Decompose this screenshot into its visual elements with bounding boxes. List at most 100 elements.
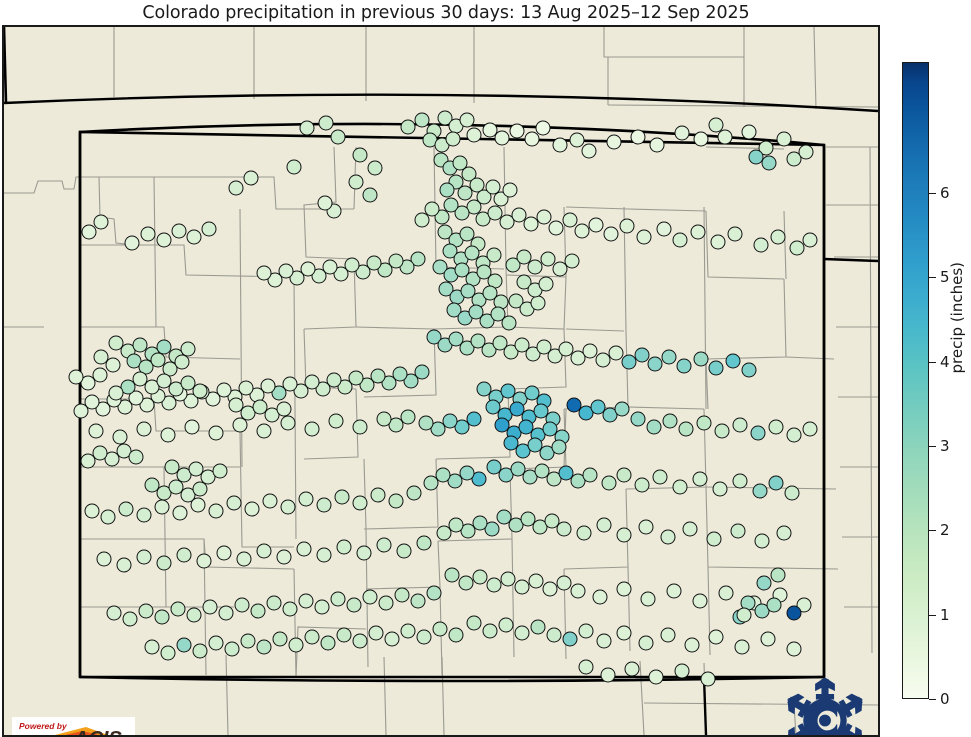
station-point[interactable] [240,405,256,421]
station-point[interactable] [344,257,360,273]
station-point[interactable] [498,467,514,483]
station-point[interactable] [192,481,208,497]
station-point[interactable] [172,505,188,521]
station-point[interactable] [596,517,612,533]
station-point[interactable] [356,545,372,561]
station-point[interactable] [286,159,302,175]
station-point[interactable] [464,245,480,261]
station-point[interactable] [552,261,568,277]
station-point[interactable] [392,366,408,382]
station-point[interactable] [92,445,108,461]
station-point[interactable] [370,487,386,503]
station-point[interactable] [661,349,677,365]
station-point[interactable] [614,401,630,417]
station-point[interactable] [509,401,525,417]
station-point[interactable] [447,473,463,489]
station-point[interactable] [244,501,260,517]
station-point[interactable] [108,385,124,401]
station-point[interactable] [652,469,668,485]
station-point[interactable] [454,419,470,435]
station-point[interactable] [459,112,475,128]
station-point[interactable] [317,195,333,211]
station-point[interactable] [532,519,548,535]
station-point[interactable] [280,415,296,431]
station-point[interactable] [693,131,709,147]
station-point[interactable] [542,421,558,437]
station-point[interactable] [576,525,592,541]
station-point[interactable] [128,390,144,406]
station-point[interactable] [522,469,538,485]
station-point[interactable] [802,232,818,248]
station-point[interactable] [260,378,276,394]
station-point[interactable] [300,261,316,277]
station-point[interactable] [156,373,172,389]
station-point[interactable] [758,140,774,156]
station-point[interactable] [588,217,604,233]
station-point[interactable] [316,547,332,563]
station-point[interactable] [262,493,278,509]
station-point[interactable] [435,467,451,483]
station-point[interactable] [578,659,594,675]
station-point[interactable] [320,635,336,651]
station-point[interactable] [760,631,776,647]
station-point[interactable] [717,129,733,145]
station-point[interactable] [156,339,172,355]
station-point[interactable] [481,342,497,358]
station-point[interactable] [569,132,585,148]
station-point[interactable] [124,235,140,251]
station-point[interactable] [188,461,204,477]
station-point[interactable] [414,212,430,228]
station-point[interactable] [508,517,524,533]
station-point[interactable] [276,401,292,417]
station-point[interactable] [501,315,517,331]
station-point[interactable] [466,199,482,215]
station-point[interactable] [228,180,244,196]
station-point[interactable] [352,147,368,163]
station-point[interactable] [616,581,632,597]
station-point[interactable] [493,191,509,207]
station-point[interactable] [472,515,488,531]
station-point[interactable] [693,351,709,367]
station-point[interactable] [784,485,800,501]
station-point[interactable] [533,403,549,419]
station-point[interactable] [96,551,112,567]
station-point[interactable] [88,423,104,439]
station-point[interactable] [240,633,256,649]
station-point[interactable] [150,352,166,368]
station-point[interactable] [336,539,352,555]
station-point[interactable] [630,411,646,427]
station-point[interactable] [457,185,473,201]
station-point[interactable] [523,216,539,232]
station-point[interactable] [444,567,460,583]
station-point[interactable] [322,259,338,275]
station-point[interactable] [490,306,506,322]
station-point[interactable] [424,201,440,217]
station-point[interactable] [786,427,802,443]
station-point[interactable] [105,357,121,373]
station-point[interactable] [430,421,446,437]
station-point[interactable] [359,377,375,393]
station-point[interactable] [80,375,96,391]
station-point[interactable] [786,641,802,657]
station-point[interactable] [754,603,770,619]
station-point[interactable] [161,395,177,411]
station-point[interactable] [712,481,728,497]
station-point[interactable] [184,419,200,435]
station-point[interactable] [505,257,521,273]
station-point[interactable] [68,369,84,385]
station-point[interactable] [250,603,266,619]
station-point[interactable] [73,403,89,419]
station-point[interactable] [437,224,453,240]
station-point[interactable] [466,411,482,427]
station-point[interactable] [761,155,777,171]
station-point[interactable] [426,329,442,345]
map-panel[interactable]: Powered by ACIS Regional Climate Centers [2,25,880,737]
station-point[interactable] [278,263,294,279]
station-point[interactable] [630,129,646,145]
station-point[interactable] [714,423,730,439]
station-point[interactable] [476,381,492,397]
station-point[interactable] [238,380,254,396]
station-point[interactable] [725,353,741,369]
station-point[interactable] [482,623,498,639]
station-points-layer[interactable] [68,110,818,687]
